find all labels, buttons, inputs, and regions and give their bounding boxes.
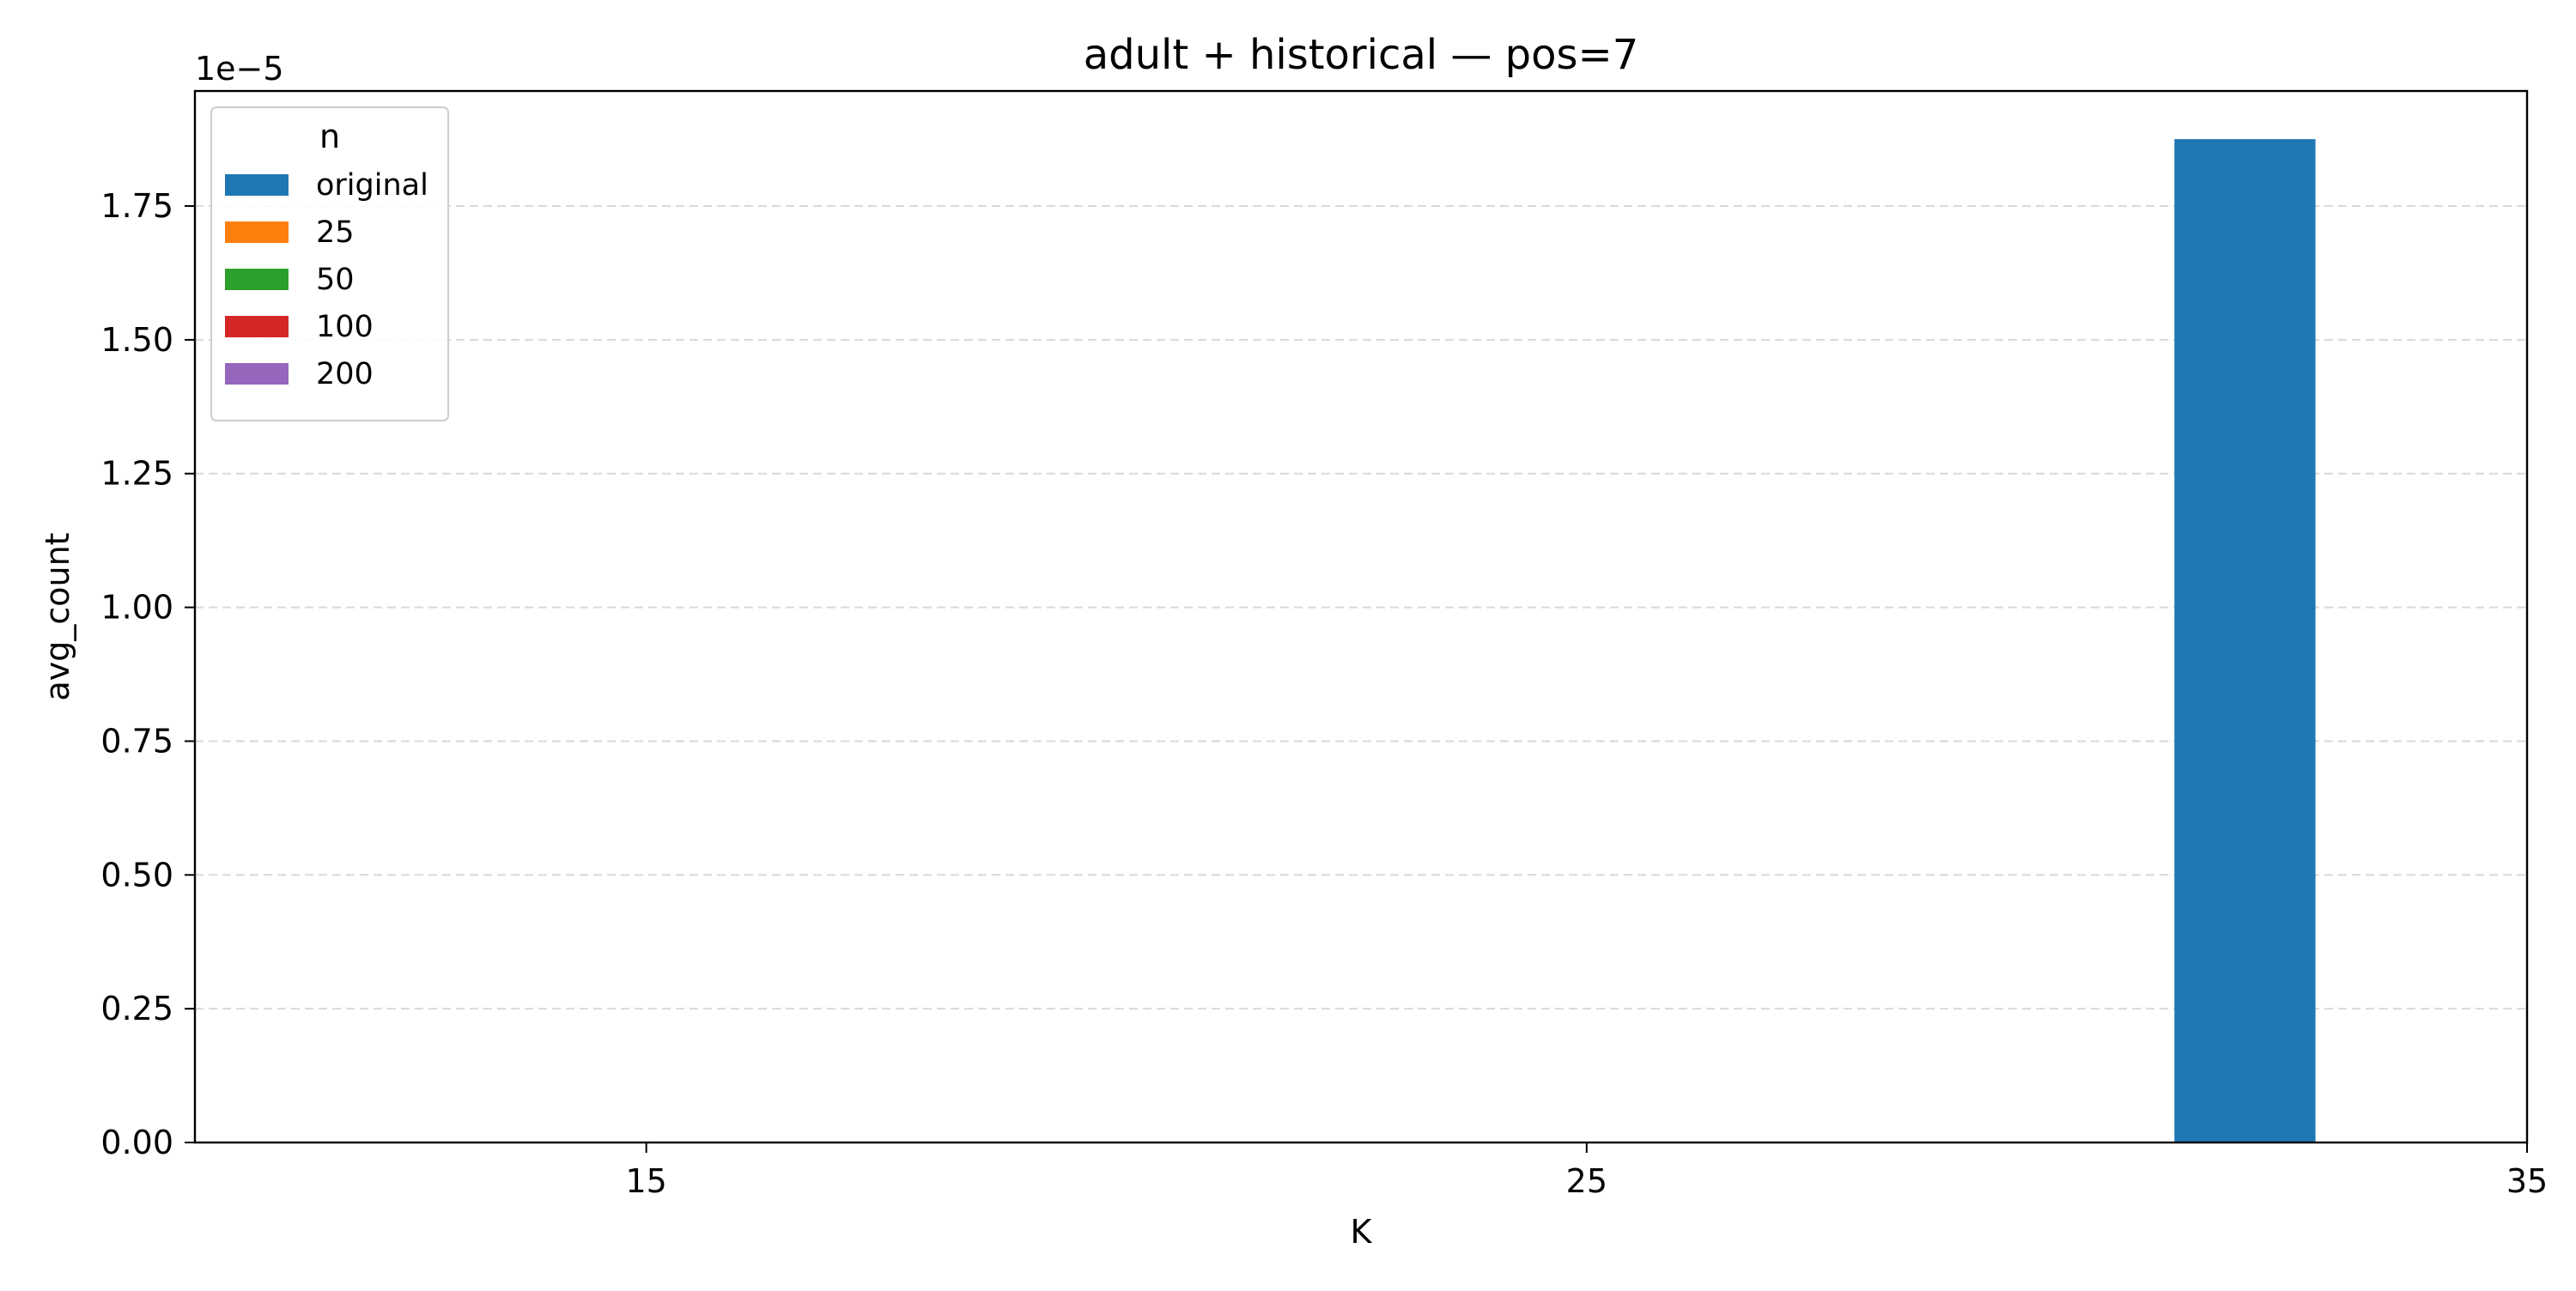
x-tick-label-2: 35 [2506,1162,2548,1200]
y-tick-label-5: 1.25 [100,455,173,493]
y-tick-label-1: 0.25 [100,990,173,1027]
y-tick-label-3: 0.75 [100,722,173,760]
legend-swatch-200 [225,363,289,385]
y-axis-ticks: 0.00 0.25 0.50 0.75 1.00 1.25 1.50 1.75 [100,187,195,1161]
y-tick-label-6: 1.50 [100,321,173,359]
legend-swatch-original [225,174,289,196]
x-axis-ticks: 15 25 35 [625,1143,2548,1200]
x-tick-label-0: 15 [625,1162,666,1200]
x-axis-label: K [1351,1213,1373,1251]
legend-swatch-25 [225,221,289,243]
plot-frame [193,89,2529,1144]
y-tick-label-0: 0.00 [100,1124,173,1161]
legend: n original 25 50 100 200 [210,106,449,421]
x-tick-label-1: 25 [1566,1162,1607,1200]
legend-label-100: 100 [316,310,374,344]
y-tick-label-4: 1.00 [100,589,173,627]
y-axis-offset-label: 1e−5 [195,50,284,88]
y-axis-label: avg_count [39,532,76,700]
legend-swatch-50 [225,269,289,290]
legend-label-original: original [316,168,428,203]
bar-original-0 [2174,139,2316,1143]
legend-label-200: 200 [316,357,374,391]
legend-swatch-100 [225,316,289,337]
legend-label-25: 25 [316,215,355,250]
gridlines [195,205,2527,1010]
legend-label-50: 50 [316,263,355,297]
y-tick-label-7: 1.75 [100,187,173,225]
y-tick-label-2: 0.50 [100,856,173,894]
bars [2174,139,2316,1143]
legend-title: n [319,118,340,155]
chart-title: adult + historical — pos=7 [1084,31,1638,79]
